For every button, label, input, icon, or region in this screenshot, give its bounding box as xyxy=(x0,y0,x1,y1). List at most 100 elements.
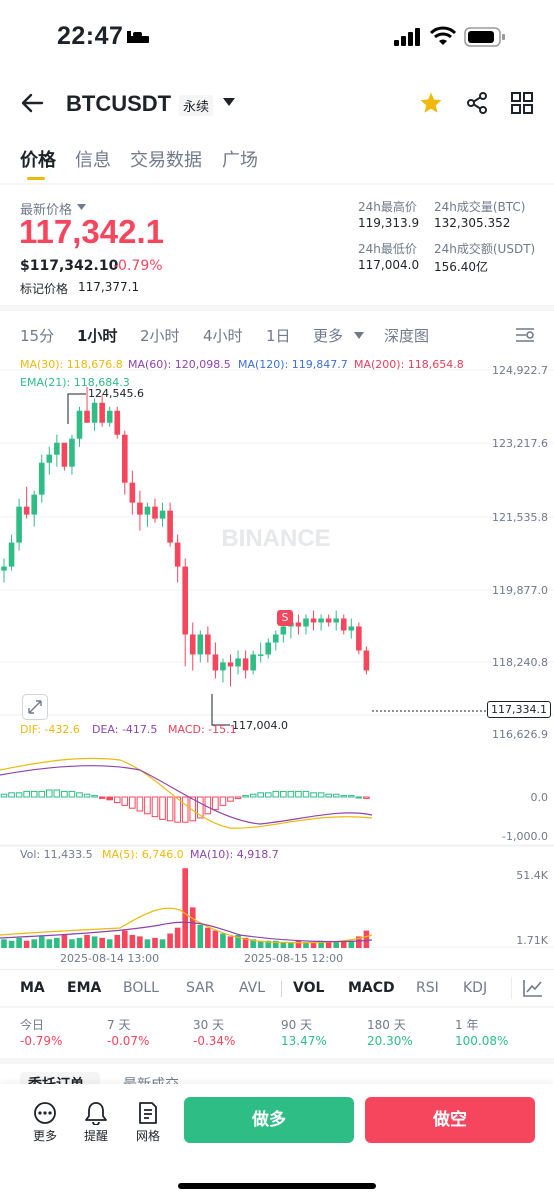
volume-bar xyxy=(242,937,249,948)
high-24h-label: 24h最高价 xyxy=(358,200,417,214)
candle xyxy=(8,542,15,567)
grid-bot-icon[interactable] xyxy=(134,1101,162,1125)
candle xyxy=(227,662,234,667)
divider xyxy=(0,969,554,970)
candle xyxy=(265,642,272,655)
active-tab-indicator xyxy=(27,177,45,180)
macd-bar xyxy=(181,796,189,823)
timeframe-15m[interactable]: 15分 xyxy=(20,327,55,345)
tab-square[interactable]: 广场 xyxy=(222,150,258,171)
indicator-rsi[interactable]: RSI xyxy=(416,980,439,996)
volume-bar xyxy=(159,939,166,948)
back-arrow-icon[interactable] xyxy=(20,92,44,114)
candle xyxy=(167,510,173,543)
volume-bar xyxy=(250,939,256,948)
perf-label: 1 年 xyxy=(455,1018,479,1032)
tab-price[interactable]: 价格 xyxy=(20,150,56,171)
candle xyxy=(318,618,324,623)
macd-bar xyxy=(83,793,91,798)
indicator-ma[interactable]: MA xyxy=(20,980,45,996)
ma200-legend: MA(200): 118,654.8 xyxy=(354,358,464,371)
timeframe-1d[interactable]: 1日 xyxy=(266,327,291,345)
indicator-avl[interactable]: AVL xyxy=(239,980,266,996)
macd-bar xyxy=(30,790,38,798)
macd-bar xyxy=(287,790,295,798)
indicator-sar[interactable]: SAR xyxy=(186,980,215,996)
volume-bar xyxy=(54,937,60,948)
wifi-icon xyxy=(430,26,456,45)
macd-axis-label: -1,000.0 xyxy=(502,830,548,843)
macd-bar xyxy=(310,792,317,798)
perf-value: 20.30% xyxy=(367,1034,413,1048)
low-marker-line xyxy=(211,694,230,726)
volume-bar xyxy=(356,936,362,948)
timeframe-1h[interactable]: 1小时 xyxy=(77,327,118,345)
macd-bar xyxy=(144,796,151,815)
indicator-vol[interactable]: VOL xyxy=(293,980,325,996)
macd-dif-legend: DIF: -432.6 xyxy=(20,723,80,736)
grid-label: 网格 xyxy=(135,1129,160,1143)
macd-bar xyxy=(38,790,46,798)
tab-latest-trades-label[interactable]: 最新成交 xyxy=(123,1077,179,1088)
perf-label: 7 天 xyxy=(107,1018,131,1032)
sleep-focus-icon xyxy=(127,31,149,43)
tab-open-orders-label: 委托订单 xyxy=(28,1077,84,1088)
expand-icon[interactable] xyxy=(22,694,48,720)
volume-bar xyxy=(8,940,15,948)
macd-bar xyxy=(280,790,287,798)
macd-bar xyxy=(136,796,144,812)
timeframe-4h[interactable]: 4小时 xyxy=(203,327,243,345)
tab-info[interactable]: 信息 xyxy=(75,150,111,171)
macd-bar xyxy=(227,796,234,802)
price-axis-label: 118,240.8 xyxy=(492,656,548,669)
timeframe-2h[interactable]: 2小时 xyxy=(140,327,180,345)
candle xyxy=(280,626,287,635)
volume-bar xyxy=(1,939,7,948)
candle xyxy=(84,410,90,423)
indicator-settings-icon[interactable] xyxy=(522,978,544,998)
perf-value: 13.47% xyxy=(281,1034,327,1048)
tab-trading-data[interactable]: 交易数据 xyxy=(130,150,202,171)
depth-chart-tab[interactable]: 深度图 xyxy=(384,327,430,345)
bell-icon[interactable] xyxy=(82,1101,110,1125)
macd-bar xyxy=(234,796,242,799)
perf-label: 90 天 xyxy=(281,1018,313,1032)
volume-bar xyxy=(189,907,196,948)
volume-bar xyxy=(99,937,105,948)
volume-bar xyxy=(280,942,287,948)
timeframe-more[interactable]: 更多 xyxy=(313,327,344,345)
more-icon[interactable] xyxy=(31,1101,59,1125)
candle xyxy=(303,618,309,627)
sell-signal-badge[interactable]: S xyxy=(277,610,293,626)
volume-bar xyxy=(91,936,98,948)
volume-bar xyxy=(84,934,90,948)
perf-value: -0.07% xyxy=(107,1034,150,1048)
layout-grid-icon[interactable] xyxy=(510,91,534,115)
volume-bar xyxy=(303,942,309,948)
long-button[interactable]: 做多 xyxy=(184,1097,354,1143)
macd-bar xyxy=(264,792,272,798)
pair-name[interactable]: BTCUSDT xyxy=(66,91,172,116)
latest-price-label[interactable]: 最新价格 xyxy=(20,203,73,218)
indicator-ema[interactable]: EMA xyxy=(67,980,102,996)
macd-bar xyxy=(151,796,159,818)
star-icon[interactable] xyxy=(419,91,443,115)
candlestick-chart[interactable]: BINANCE xyxy=(0,350,554,970)
indicator-boll[interactable]: BOLL xyxy=(123,980,159,996)
indicator-kdj[interactable]: KDJ xyxy=(463,980,488,996)
volume-bar xyxy=(137,936,143,948)
chart-settings-icon[interactable] xyxy=(514,325,536,345)
volume-bar xyxy=(257,940,264,948)
volume-bar xyxy=(152,937,158,948)
volume-bar xyxy=(348,940,355,948)
share-icon[interactable] xyxy=(465,91,489,115)
macd-bar xyxy=(23,790,30,798)
short-button[interactable]: 做空 xyxy=(365,1097,535,1143)
macd-bar xyxy=(348,795,355,798)
candle xyxy=(340,618,347,631)
ma120-legend: MA(120): 119,847.7 xyxy=(238,358,348,371)
indicator-macd[interactable]: MACD xyxy=(348,980,395,996)
macd-bar xyxy=(15,792,23,798)
volume-bar xyxy=(144,939,151,948)
caret-down-icon[interactable] xyxy=(222,97,236,107)
